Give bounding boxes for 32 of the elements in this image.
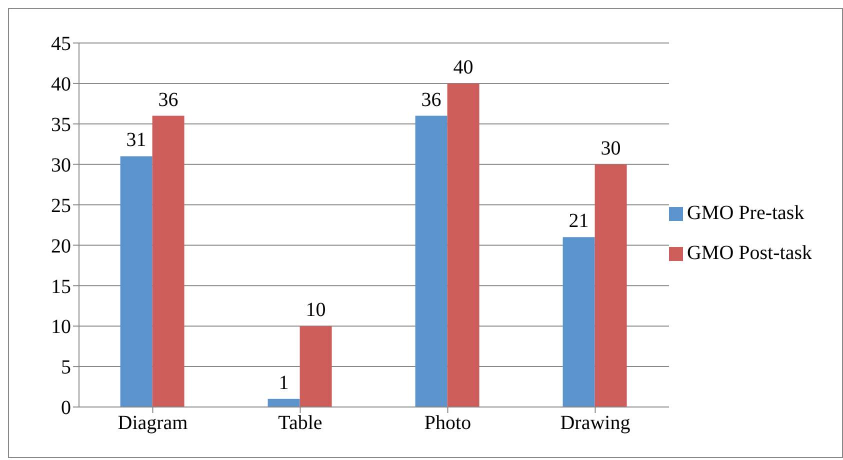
bar bbox=[562, 237, 595, 407]
x-tick-label: Drawing bbox=[560, 412, 630, 434]
data-label: 1 bbox=[278, 372, 289, 394]
y-tick-label: 15 bbox=[51, 276, 71, 298]
bar bbox=[268, 398, 300, 407]
bar bbox=[447, 83, 480, 407]
x-tick-label: Diagram bbox=[118, 412, 188, 434]
y-tick-label: 10 bbox=[51, 316, 71, 338]
data-label: 21 bbox=[568, 210, 589, 232]
data-label: 40 bbox=[453, 56, 474, 78]
data-label: 31 bbox=[126, 129, 146, 152]
data-label: 36 bbox=[421, 88, 442, 111]
x-tick-label: Table bbox=[278, 412, 322, 434]
y-tick-label: 35 bbox=[51, 114, 71, 136]
y-tick-label: 20 bbox=[51, 235, 71, 258]
y-tick-label: 25 bbox=[51, 194, 71, 217]
y-tick-label: 0 bbox=[61, 397, 71, 420]
data-label: 10 bbox=[306, 299, 326, 322]
bar bbox=[300, 326, 332, 407]
legend-label: GMO Pre-task bbox=[686, 202, 804, 224]
bar bbox=[594, 164, 627, 407]
bar bbox=[415, 116, 448, 407]
data-label: 36 bbox=[158, 88, 178, 111]
y-tick-label: 45 bbox=[51, 33, 71, 56]
bar bbox=[120, 156, 152, 407]
legend-label: GMO Post-task bbox=[686, 242, 812, 264]
y-tick-label: 30 bbox=[51, 154, 71, 176]
y-tick-label: 5 bbox=[61, 356, 71, 379]
bar bbox=[152, 116, 184, 407]
data-label: 30 bbox=[600, 137, 621, 160]
x-tick-label: Photo bbox=[424, 412, 472, 434]
y-tick-label: 40 bbox=[51, 74, 71, 96]
